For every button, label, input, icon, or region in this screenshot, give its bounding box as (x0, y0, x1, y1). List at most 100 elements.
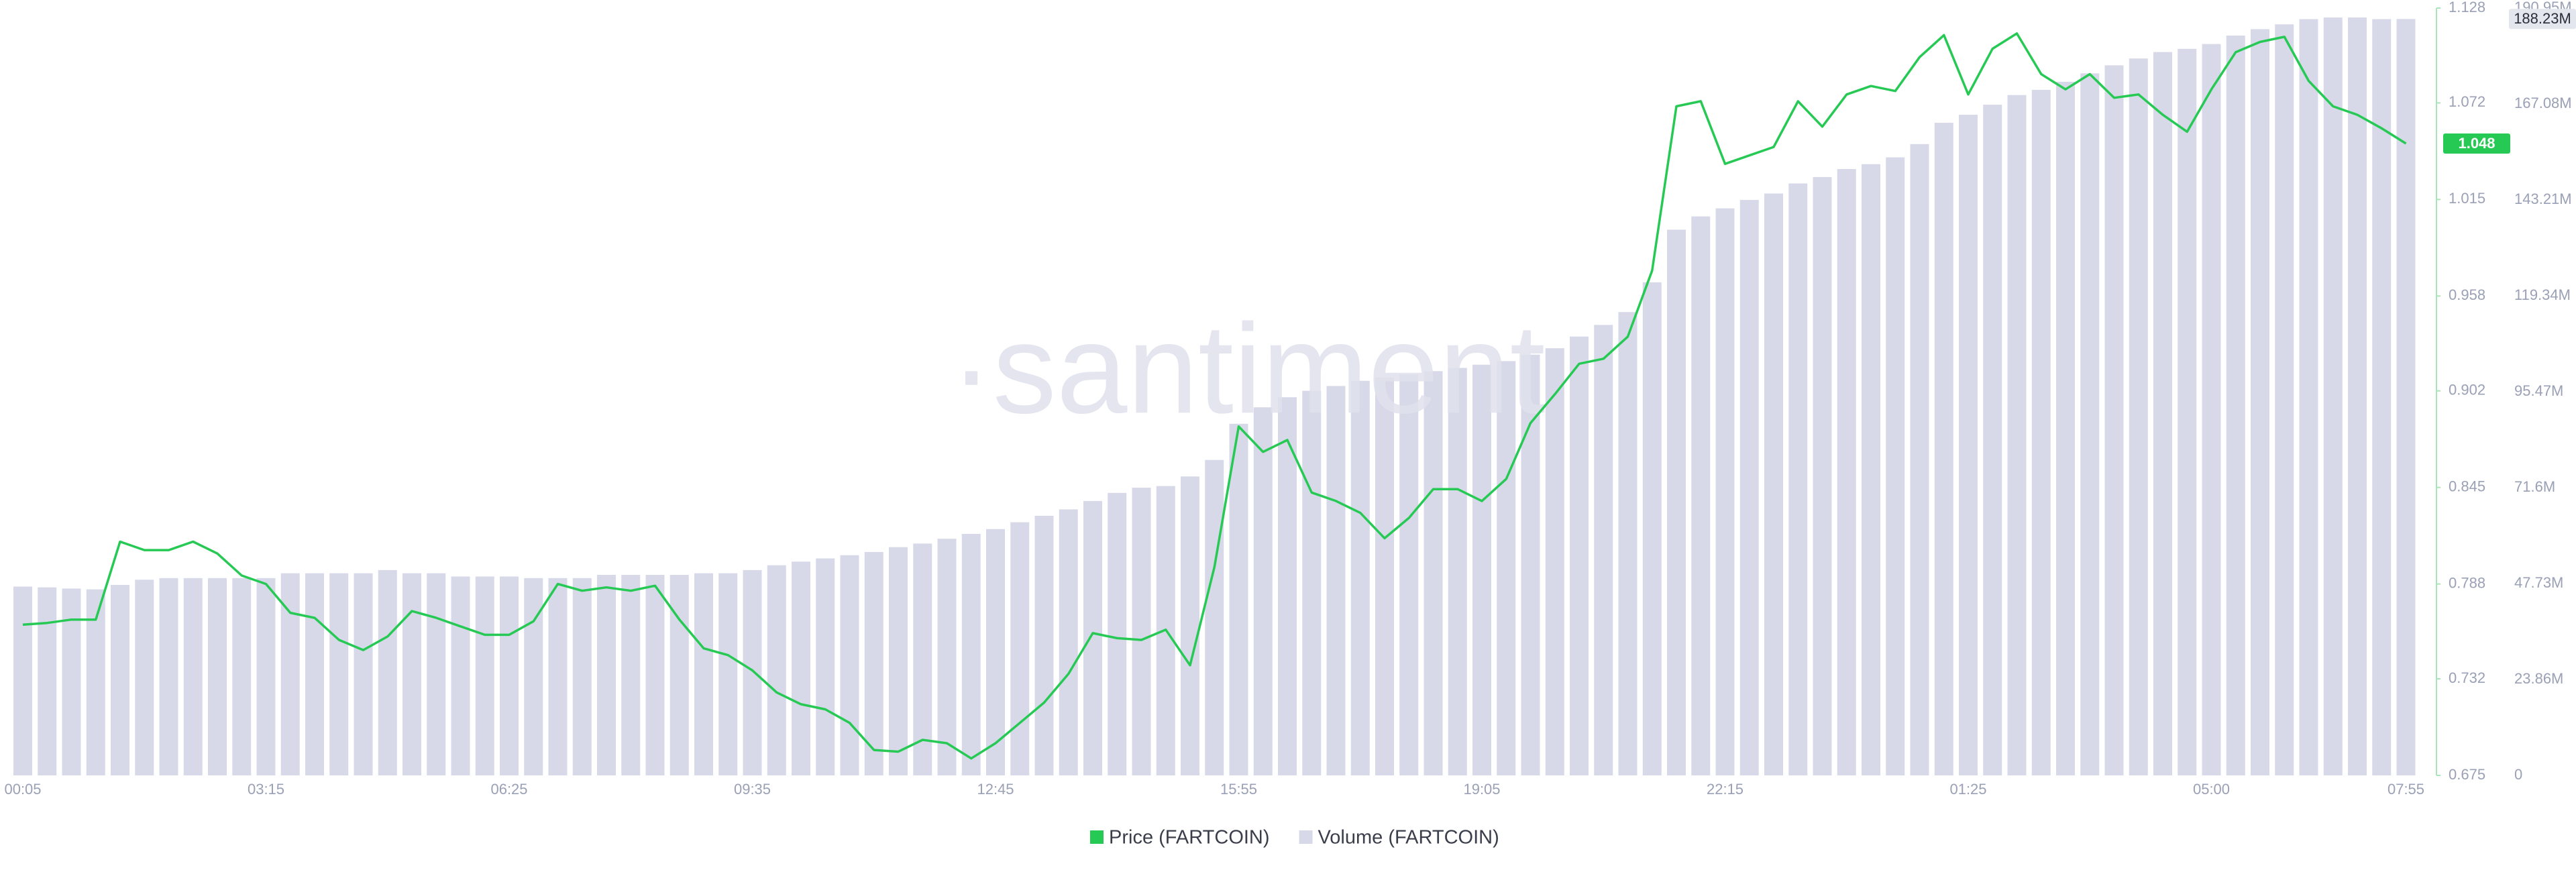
volume-bar (2275, 24, 2294, 776)
volume-bar (378, 569, 397, 775)
volume-bar (1010, 522, 1030, 775)
y2-tick-label: 95.47M (2514, 382, 2563, 399)
volume-bar (451, 576, 470, 775)
y2-tick-label: 119.34M (2514, 286, 2571, 303)
volume-bar (669, 575, 689, 775)
volume-bar (159, 578, 178, 775)
volume-bar (208, 578, 227, 775)
volume-bar (232, 578, 252, 775)
legend-label: Price (FARTCOIN) (1109, 827, 1270, 849)
last-value-label: 1.048 (2458, 135, 2495, 152)
volume-bar (743, 569, 762, 775)
y2-tick-label: 167.08M (2514, 95, 2572, 111)
last-value-badge (2509, 9, 2576, 30)
y2-tick-label: 0 (2514, 766, 2522, 783)
y2-tick-label: 143.21M (2514, 190, 2572, 207)
volume-bar (1448, 368, 1467, 775)
volume-bar (38, 587, 57, 775)
volume-bar (889, 547, 908, 775)
last-value-badge (2443, 133, 2510, 154)
volume-bar (1667, 229, 1686, 775)
volume-bar (475, 576, 494, 775)
volume-bar (1788, 183, 1808, 776)
volume-bar (1253, 407, 1273, 775)
volume-bar (111, 585, 129, 775)
volume-bar (1132, 488, 1151, 775)
volume-bar (2080, 73, 2100, 775)
y-tick-label: 0.675 (2449, 766, 2485, 783)
x-tick-label: 22:15 (1707, 781, 1743, 798)
x-tick-label: 09:35 (734, 781, 771, 798)
volume-bar (2372, 19, 2392, 776)
y-tick-label: 1.128 (2449, 0, 2485, 15)
volume-bar (500, 576, 519, 775)
y-tick-label: 1.015 (2449, 190, 2485, 207)
volume-bar (1497, 361, 1516, 775)
volume-bar (2348, 17, 2367, 775)
volume-bar (1715, 208, 1735, 775)
volume-bar (2396, 19, 2416, 776)
volume-bar (2031, 89, 2051, 775)
volume-bar (1181, 476, 1199, 775)
volume-bar (1083, 500, 1102, 775)
volume-bar (1910, 144, 1929, 775)
volume-bar (2178, 48, 2197, 775)
volume-bar (2007, 95, 2027, 775)
volume-bar (645, 575, 665, 775)
volume-bar (354, 573, 373, 775)
volume-bar (1983, 105, 2002, 776)
watermark: ·santiment (950, 298, 1545, 440)
volume-bar (913, 543, 932, 775)
volume-bar (2153, 52, 2172, 775)
volume-bar (2299, 19, 2318, 776)
y-tick-label: 0.788 (2449, 574, 2485, 591)
x-tick-label: 19:05 (1463, 781, 1500, 798)
volume-bar (1570, 336, 1589, 775)
volume-bar (1375, 377, 1394, 775)
y2-tick-label: 47.73M (2514, 574, 2563, 591)
volume-bar (135, 580, 154, 775)
volume-bar (2129, 58, 2148, 776)
volume-bar (402, 573, 421, 775)
volume-bar (256, 578, 276, 775)
x-tick-label: 00:05 (4, 781, 41, 798)
volume-bar (2104, 65, 2124, 775)
y-tick-label: 0.845 (2449, 478, 2485, 494)
volume-bar (767, 565, 786, 775)
volume-bar (2202, 44, 2221, 775)
volume-bar (1642, 282, 1662, 775)
volume-bar (1302, 390, 1322, 775)
volume-bar (62, 588, 81, 775)
y2-tick-label: 23.86M (2514, 670, 2563, 687)
volume-bar (524, 578, 543, 775)
volume-bar (1837, 168, 1856, 776)
volume-bar (718, 573, 738, 775)
volume-bar (694, 573, 713, 775)
legend-swatch (1090, 830, 1104, 844)
volume-bar (2251, 29, 2269, 776)
volume-bar (1472, 364, 1491, 775)
volume-bar (986, 529, 1005, 775)
x-tick-label: 15:55 (1220, 781, 1257, 798)
volume-bar (548, 578, 568, 775)
volume-bar (1813, 176, 1832, 775)
last-value-label: 188.23M (2514, 10, 2571, 27)
volume-bar (937, 539, 957, 775)
legend-swatch (1299, 830, 1313, 844)
x-tick-label: 01:25 (1949, 781, 1986, 798)
volume-bar (1618, 312, 1638, 775)
volume-bar (1108, 492, 1127, 775)
volume-bar (792, 561, 810, 775)
x-tick-label: 07:55 (2387, 781, 2424, 798)
volume-bar (1886, 157, 1905, 775)
x-tick-label: 03:15 (248, 781, 284, 798)
volume-bar (1934, 123, 1953, 775)
volume-bar (1399, 374, 1419, 775)
volume-bar (621, 575, 641, 775)
volume-bar (1594, 325, 1613, 775)
volume-bar (1959, 115, 1978, 776)
volume-bar (1545, 348, 1564, 775)
y-tick-label: 1.072 (2449, 93, 2485, 110)
volume-bar (1739, 200, 1759, 775)
volume-bar (2226, 36, 2245, 775)
